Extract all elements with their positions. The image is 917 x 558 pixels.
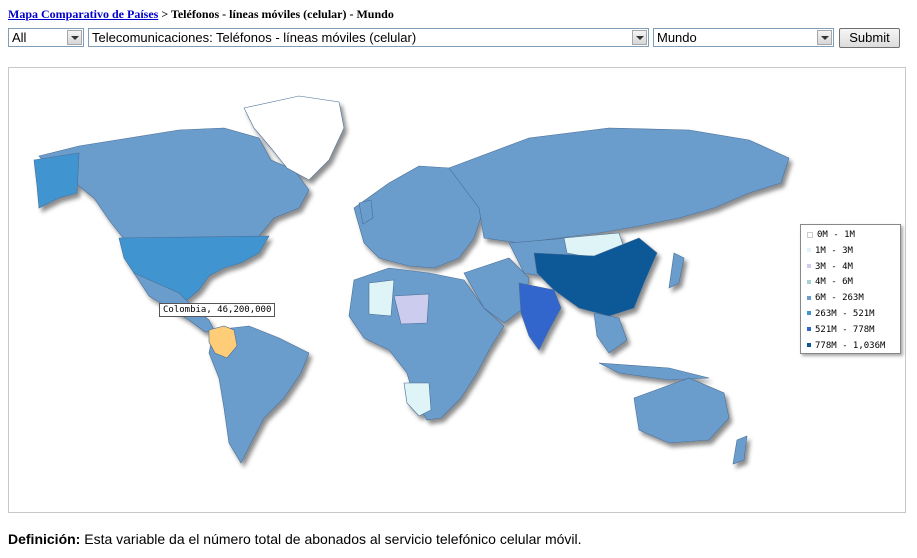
legend-row: 6M - 263M — [807, 291, 900, 307]
region-select[interactable]: Mundo — [653, 28, 834, 47]
region-southern-africa — [403, 382, 432, 417]
world-map[interactable] — [8, 67, 906, 513]
region-greenland — [243, 95, 345, 181]
legend-label: 4M - 6M — [815, 277, 853, 288]
region-new-zealand — [732, 435, 748, 465]
legend-swatch — [807, 279, 811, 284]
definition-text: Esta variable da el número total de abon… — [80, 531, 582, 547]
chevron-down-icon[interactable] — [632, 30, 647, 45]
region-japan — [668, 252, 685, 289]
region-russia — [448, 127, 790, 244]
region-europe — [353, 165, 485, 269]
legend-swatch — [807, 311, 811, 316]
legend-row: 4M - 6M — [807, 275, 900, 291]
region-southeast-asia — [593, 312, 628, 354]
legend-swatch — [807, 327, 811, 332]
legend-swatch — [807, 231, 813, 238]
world-map-canvas[interactable] — [9, 68, 905, 512]
legend-label: 6M - 263M — [815, 293, 864, 304]
submit-button[interactable]: Submit — [839, 28, 900, 48]
legend-row: 263M - 521M — [807, 307, 900, 323]
variable-select-value: Telecomunicaciones: Teléfonos - líneas m… — [92, 30, 417, 45]
region-uk — [358, 199, 374, 225]
region-china — [533, 237, 658, 317]
definition: Definición: Esta variable da el número t… — [8, 531, 582, 547]
region-australia — [633, 377, 730, 444]
legend-swatch — [807, 295, 811, 300]
category-select-value: All — [12, 30, 27, 45]
legend-row: 778M - 1,036M — [807, 339, 900, 355]
legend-label: 778M - 1,036M — [815, 340, 886, 351]
definition-label: Definición: — [8, 531, 81, 547]
category-select[interactable]: All — [8, 28, 84, 47]
region-colombia — [208, 325, 238, 359]
legend-swatch — [807, 264, 811, 269]
region-select-value: Mundo — [657, 30, 697, 45]
variable-select[interactable]: Telecomunicaciones: Teléfonos - líneas m… — [88, 28, 649, 47]
legend-row: 3M - 4M — [807, 260, 900, 276]
breadcrumb-current: > Teléfonos - líneas móviles (celular) -… — [158, 7, 394, 21]
breadcrumb-link[interactable]: Mapa Comparativo de Países — [8, 7, 159, 21]
region-indonesia — [598, 362, 710, 381]
legend-label: 521M - 778M — [815, 324, 875, 335]
legend-label: 263M - 521M — [815, 308, 875, 319]
legend-row: 1M - 3M — [807, 244, 900, 260]
legend-row: 0M - 1M — [807, 228, 900, 244]
country-tooltip: Colombia, 46,200,000 — [159, 303, 276, 317]
legend-label: 1M - 3M — [815, 245, 853, 256]
legend-swatch — [807, 343, 811, 348]
region-sahel — [393, 293, 430, 325]
region-india — [518, 282, 562, 351]
chevron-down-icon[interactable] — [817, 30, 832, 45]
chevron-down-icon[interactable] — [67, 30, 82, 45]
region-usa — [118, 235, 270, 301]
map-legend: 0M - 1M 1M - 3M 3M - 4M 4M - 6M 6M - 263… — [800, 224, 901, 354]
region-alaska — [33, 152, 80, 209]
region-south-america — [208, 325, 310, 464]
legend-row: 521M - 778M — [807, 323, 900, 339]
breadcrumb: Mapa Comparativo de Países > Teléfonos -… — [8, 7, 394, 22]
legend-label: 3M - 4M — [815, 261, 853, 272]
legend-swatch — [807, 248, 811, 253]
region-algeria — [368, 279, 395, 317]
legend-label: 0M - 1M — [817, 230, 855, 240]
